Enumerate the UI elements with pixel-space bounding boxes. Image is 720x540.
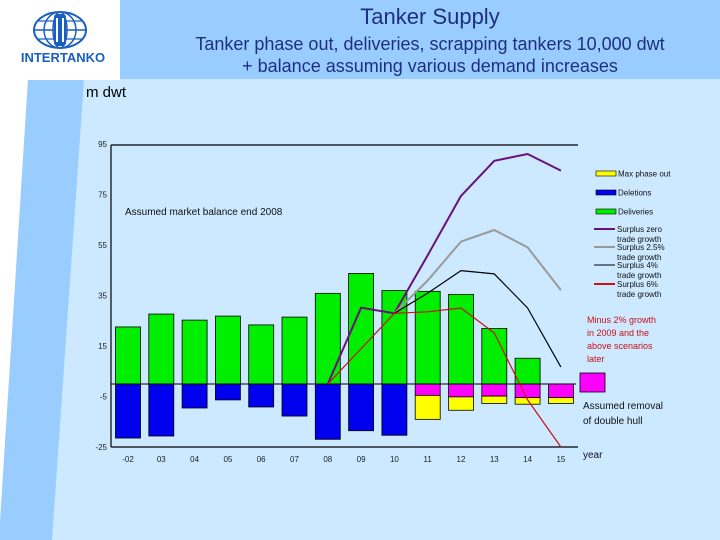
legend-label: Surplus 4%: [617, 261, 658, 270]
legend-swatch-deletions: [595, 189, 617, 196]
legend-swatch-deliveries: [595, 208, 617, 215]
line-surplus-6-trade-growth: [327, 307, 562, 448]
legend-label: trade growth: [617, 235, 661, 244]
legend-label: Max phase out: [618, 170, 671, 179]
line-surplus-zero-trade-growth: [326, 153, 562, 385]
legend-label: trade growth: [617, 290, 661, 299]
y-tick-label: -5: [100, 393, 108, 402]
bar-deliveries: [181, 319, 208, 385]
bar-max-phase-out: [548, 397, 574, 404]
y-tick-label: 15: [98, 342, 107, 351]
x-tick-label: 04: [190, 455, 199, 464]
legend-label: trade growth: [617, 253, 661, 262]
x-tick-label: 10: [390, 455, 399, 464]
legend-label: Surplus zero: [617, 225, 662, 234]
x-tick-label: 07: [290, 455, 299, 464]
subtitle-line-1: Tanker phase out, deliveries, scrapping …: [195, 34, 665, 54]
minus-growth-annotation: above scenarios: [587, 341, 653, 351]
logo-text: INTERTANKO: [20, 50, 106, 65]
bar-max-phase-out: [481, 395, 508, 404]
minus-growth-annotation: Minus 2% growth: [587, 315, 656, 325]
line-surplus-4-trade-growth: [394, 270, 562, 368]
globe-logo-icon: [33, 11, 87, 49]
logo: INTERTANKO: [0, 0, 120, 80]
bar-deliveries: [414, 290, 441, 385]
bar-deliveries: [148, 313, 175, 385]
bar-max-phase-out: [448, 396, 474, 411]
bar-deletions: [281, 383, 308, 417]
x-tick-label: 05: [223, 455, 232, 464]
bar-deliveries: [481, 328, 508, 385]
y-axis-unit-label: m dwt: [86, 84, 127, 101]
legend-swatch-double-hull: [579, 372, 606, 393]
legend-label: Deliveries: [618, 208, 653, 217]
bar-assumed-removal-of-double-hull: [414, 383, 441, 396]
double-hull-annotation: of double hull: [583, 416, 643, 427]
subtitle-line-2: + balance assuming various demand increa…: [242, 56, 618, 76]
bar-deliveries: [248, 324, 275, 385]
bar-deletions: [348, 383, 375, 432]
bar-deletions: [181, 383, 208, 409]
minus-growth-annotation: later: [587, 354, 605, 364]
bar-deliveries: [514, 357, 541, 385]
bar-assumed-removal-of-double-hull: [514, 383, 541, 399]
bar-deliveries: [115, 326, 141, 385]
line-surplus-2-5-trade-growth: [393, 229, 562, 315]
bar-deletions: [381, 383, 408, 436]
bar-deletions: [214, 383, 241, 401]
y-tick-label: 95: [98, 140, 107, 149]
x-tick-label: 15: [556, 455, 565, 464]
bar-deliveries: [281, 316, 308, 385]
x-tick-label: -02: [122, 455, 134, 464]
x-tick-label: 08: [323, 455, 332, 464]
x-tick-label: 13: [490, 455, 499, 464]
x-tick-label: 12: [457, 455, 466, 464]
legend-label: Surplus 2.5%: [617, 243, 665, 252]
bar-deletions: [148, 383, 175, 437]
bar-assumed-removal-of-double-hull: [481, 383, 508, 397]
bar-deliveries: [214, 315, 241, 385]
minus-growth-annotation: in 2009 and the: [587, 328, 649, 338]
y-tick-label: 35: [98, 292, 107, 301]
x-tick-label: 09: [357, 455, 366, 464]
double-hull-annotation: Assumed removal: [583, 401, 663, 412]
y-tick-label: 55: [98, 241, 107, 250]
market-balance-annotation: Assumed market balance end 2008: [125, 207, 283, 218]
x-axis-label: year: [583, 450, 603, 461]
bar-deliveries: [314, 292, 341, 385]
legend-label: trade growth: [617, 271, 661, 280]
header-band: [0, 0, 720, 79]
x-tick-label: 11: [424, 455, 433, 464]
y-tick-label: -25: [95, 443, 107, 452]
y-tick-label: 75: [98, 191, 107, 200]
bar-deletions: [248, 383, 275, 408]
bar-assumed-removal-of-double-hull: [448, 383, 474, 398]
bar-deletions: [314, 383, 341, 440]
bar-max-phase-out: [414, 394, 441, 420]
x-tick-label: 14: [523, 455, 532, 464]
legend-label: Surplus 6%: [617, 280, 658, 289]
x-tick-label: 03: [157, 455, 166, 464]
bar-assumed-removal-of-double-hull: [548, 383, 574, 399]
legend-swatch-max-phase-out: [595, 170, 617, 177]
legend-label: Deletions: [618, 189, 651, 198]
bar-deletions: [115, 383, 141, 439]
page-title: Tanker Supply: [360, 4, 500, 29]
x-tick-label: 06: [257, 455, 266, 464]
